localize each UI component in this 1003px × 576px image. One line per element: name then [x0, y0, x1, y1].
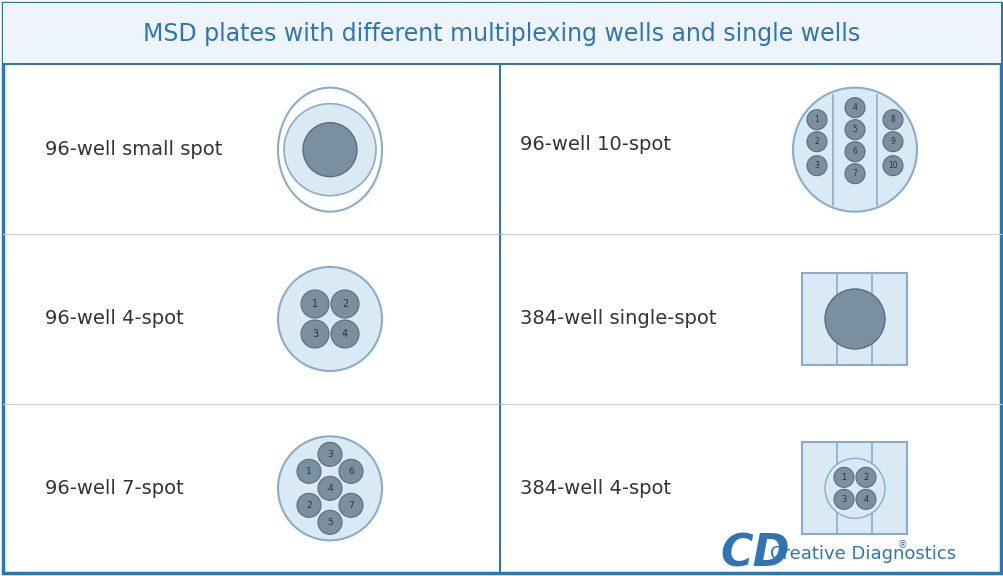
Text: 2: 2 — [863, 473, 868, 482]
Text: 2: 2 — [342, 299, 348, 309]
Text: 3: 3 — [813, 161, 818, 170]
Text: 9: 9 — [890, 137, 895, 146]
Text: 6: 6 — [348, 467, 353, 476]
Text: 8: 8 — [890, 115, 895, 124]
Circle shape — [833, 490, 854, 509]
Circle shape — [301, 320, 329, 348]
Text: 384-well 4-spot: 384-well 4-spot — [520, 479, 670, 498]
Circle shape — [824, 458, 884, 518]
Text: 4: 4 — [342, 329, 348, 339]
Circle shape — [882, 156, 902, 176]
Text: 3: 3 — [312, 329, 318, 339]
Circle shape — [331, 290, 359, 318]
Bar — [3, 3, 1000, 65]
Circle shape — [318, 510, 342, 535]
Circle shape — [824, 289, 884, 349]
Text: 2: 2 — [813, 137, 818, 146]
Text: 1: 1 — [841, 473, 846, 482]
Bar — [498, 65, 500, 573]
Circle shape — [882, 132, 902, 151]
Circle shape — [297, 459, 321, 483]
Text: 7: 7 — [852, 169, 857, 178]
Circle shape — [806, 109, 826, 130]
Text: ®: ® — [897, 540, 907, 550]
Bar — [3, 63, 1000, 65]
Text: 10: 10 — [888, 161, 897, 170]
Circle shape — [845, 120, 865, 139]
Text: 96-well 7-spot: 96-well 7-spot — [45, 479, 184, 498]
Circle shape — [845, 164, 865, 184]
Circle shape — [845, 142, 865, 162]
Ellipse shape — [278, 88, 381, 211]
Circle shape — [806, 132, 826, 151]
Circle shape — [297, 493, 321, 517]
Bar — [801, 273, 907, 365]
Text: 4: 4 — [852, 103, 857, 112]
Circle shape — [331, 320, 359, 348]
Text: 1: 1 — [813, 115, 818, 124]
Circle shape — [278, 267, 381, 371]
Circle shape — [318, 476, 342, 501]
Circle shape — [339, 493, 363, 517]
Text: MSD plates with different multiplexing wells and single wells: MSD plates with different multiplexing w… — [143, 22, 860, 46]
Text: 1: 1 — [306, 467, 312, 476]
Circle shape — [856, 467, 876, 487]
Circle shape — [278, 437, 381, 540]
Text: 3: 3 — [327, 450, 333, 459]
Text: 2: 2 — [306, 501, 312, 510]
Text: 96-well 4-spot: 96-well 4-spot — [45, 309, 184, 328]
Text: 7: 7 — [348, 501, 353, 510]
Text: 6: 6 — [852, 147, 857, 156]
Text: CD: CD — [719, 532, 788, 575]
Circle shape — [856, 490, 876, 509]
Circle shape — [318, 442, 342, 467]
Text: 4: 4 — [327, 484, 332, 493]
Text: 96-well 10-spot: 96-well 10-spot — [520, 135, 670, 154]
Circle shape — [806, 156, 826, 176]
Text: 4: 4 — [863, 495, 868, 504]
Circle shape — [284, 104, 376, 196]
Text: 3: 3 — [841, 495, 846, 504]
Circle shape — [882, 109, 902, 130]
Bar — [801, 442, 907, 535]
Text: 5: 5 — [852, 125, 857, 134]
Circle shape — [845, 98, 865, 118]
Circle shape — [833, 467, 854, 487]
Text: 96-well small spot: 96-well small spot — [45, 140, 222, 159]
Text: 1: 1 — [312, 299, 318, 309]
Text: Creative Diagnostics: Creative Diagnostics — [769, 545, 955, 563]
Circle shape — [301, 290, 329, 318]
Circle shape — [303, 123, 357, 177]
Text: 5: 5 — [327, 518, 333, 527]
Circle shape — [792, 88, 916, 211]
Text: 384-well single-spot: 384-well single-spot — [520, 309, 716, 328]
Circle shape — [339, 459, 363, 483]
